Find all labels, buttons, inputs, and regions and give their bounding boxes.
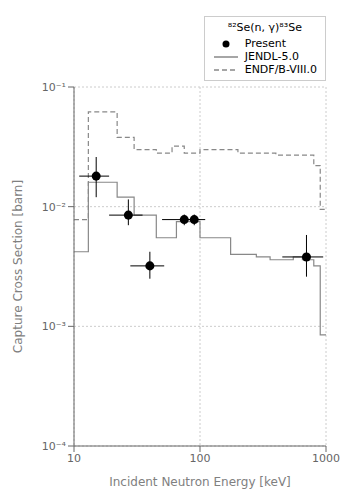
svg-text:10⁻²: 10⁻² (42, 201, 66, 214)
svg-text:10: 10 (67, 452, 81, 465)
html-text:⁸²Se(n, γ)⁸³Se: ⁸²Se(n, γ)⁸³Se (227, 21, 302, 34)
svg-text:1000: 1000 (312, 452, 340, 465)
html-text:Present: Present (244, 37, 286, 50)
html-text:JENDL-5.0: JENDL-5.0 (244, 50, 299, 63)
svg-text:10⁻³: 10⁻³ (42, 320, 66, 333)
svg-text:10⁻¹: 10⁻¹ (42, 81, 66, 94)
html-text:ENDF/B-VIII.0: ENDF/B-VIII.0 (244, 63, 317, 76)
svg-text:10⁻⁴: 10⁻⁴ (42, 440, 67, 453)
svg-text:Capture Cross Section [barn]: Capture Cross Section [barn] (11, 180, 25, 353)
svg-text:100: 100 (190, 452, 211, 465)
svg-text:Incident Neutron Energy [keV]: Incident Neutron Energy [keV] (109, 475, 291, 489)
